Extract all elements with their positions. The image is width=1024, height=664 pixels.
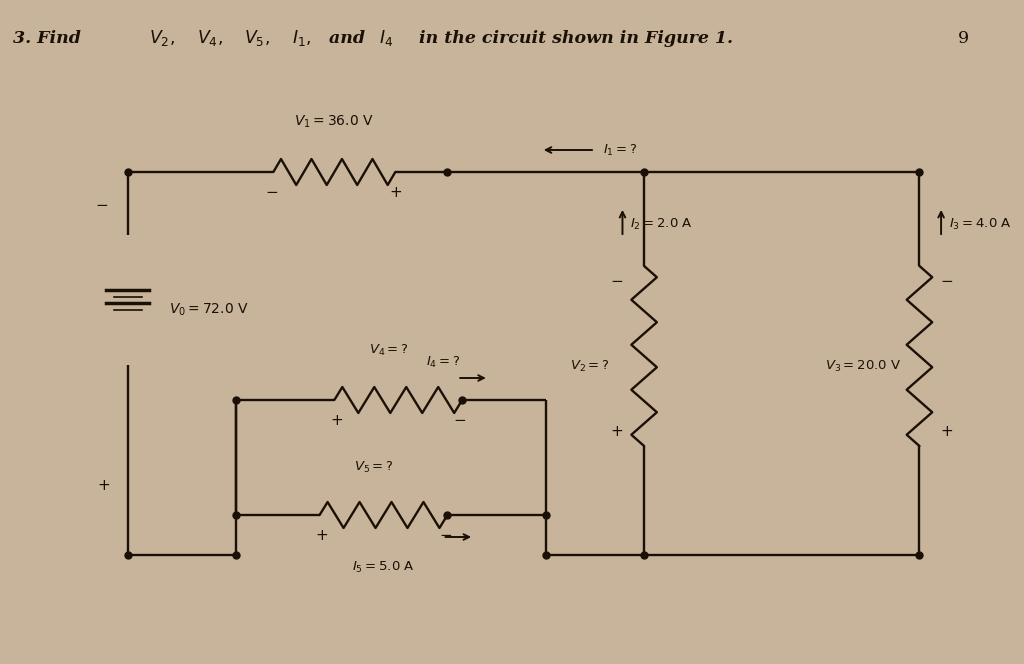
Text: $I_4 = ?$: $I_4 = ?$ — [426, 355, 460, 370]
Text: $V_5,$: $V_5,$ — [244, 28, 269, 48]
Text: −: − — [610, 274, 623, 288]
Text: +: + — [610, 424, 623, 438]
Text: −: − — [439, 527, 452, 542]
Text: $V_5 = ?$: $V_5 = ?$ — [354, 460, 393, 475]
Text: 3. Find: 3. Find — [12, 29, 87, 46]
Text: $I_4$: $I_4$ — [379, 28, 393, 48]
Text: $I_1 = ?$: $I_1 = ?$ — [603, 143, 637, 157]
Text: $V_0 = 72.0\ \mathrm{V}$: $V_0 = 72.0\ \mathrm{V}$ — [169, 302, 249, 318]
Text: $I_1,$: $I_1,$ — [292, 28, 311, 48]
Text: −: − — [454, 412, 467, 428]
Text: $V_4,$: $V_4,$ — [197, 28, 222, 48]
Text: +: + — [389, 185, 401, 199]
Text: +: + — [315, 527, 328, 542]
Text: +: + — [330, 412, 343, 428]
Text: in the circuit shown in Figure 1.: in the circuit shown in Figure 1. — [413, 29, 733, 46]
Text: −: − — [941, 274, 953, 288]
Text: $I_3 = 4.0\ \mathrm{A}$: $I_3 = 4.0\ \mathrm{A}$ — [949, 216, 1012, 232]
Text: and: and — [330, 29, 372, 46]
Text: −: − — [265, 185, 278, 199]
Text: $V_1 = 36.0\ \mathrm{V}$: $V_1 = 36.0\ \mathrm{V}$ — [295, 114, 375, 130]
Text: 9: 9 — [957, 29, 969, 46]
Text: +: + — [97, 477, 110, 493]
Text: $V_2,$: $V_2,$ — [150, 28, 175, 48]
Text: $V_3 = 20.0\ \mathrm{V}$: $V_3 = 20.0\ \mathrm{V}$ — [825, 359, 902, 374]
Text: −: − — [95, 197, 108, 212]
Text: $I_5 = 5.0\ \mathrm{A}$: $I_5 = 5.0\ \mathrm{A}$ — [352, 560, 415, 575]
Text: $V_4 = ?$: $V_4 = ?$ — [369, 343, 409, 358]
Text: $V_2 = ?$: $V_2 = ?$ — [570, 359, 609, 374]
Text: $I_2 = 2.0\ \mathrm{A}$: $I_2 = 2.0\ \mathrm{A}$ — [631, 216, 693, 232]
Text: +: + — [941, 424, 953, 438]
